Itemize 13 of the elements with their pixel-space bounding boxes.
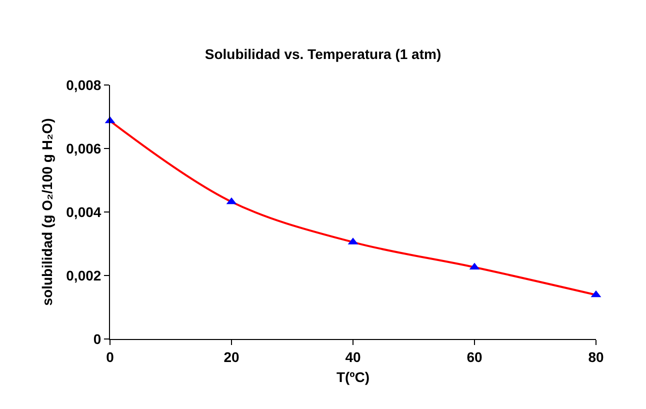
x-tick-label: 80 <box>588 348 604 365</box>
x-tick-label: 60 <box>466 348 482 365</box>
y-axis-title: solubilidad (g O₂/100 g H₂O) <box>38 118 55 306</box>
x-axis-title: T(ºC) <box>336 369 370 386</box>
x-tick-label: 0 <box>106 348 114 365</box>
x-tick-label: 20 <box>224 348 240 365</box>
y-tick-label: 0,002 <box>66 267 102 284</box>
y-tick-label: 0,004 <box>66 204 102 220</box>
x-tick-label: 40 <box>345 348 361 365</box>
y-tick-label: 0 <box>93 330 102 347</box>
y-tick-label: 0,008 <box>66 76 102 93</box>
y-tick-label: 0,006 <box>66 140 102 156</box>
chart-title: Solubilidad vs. Temperatura (1 atm) <box>204 46 442 62</box>
